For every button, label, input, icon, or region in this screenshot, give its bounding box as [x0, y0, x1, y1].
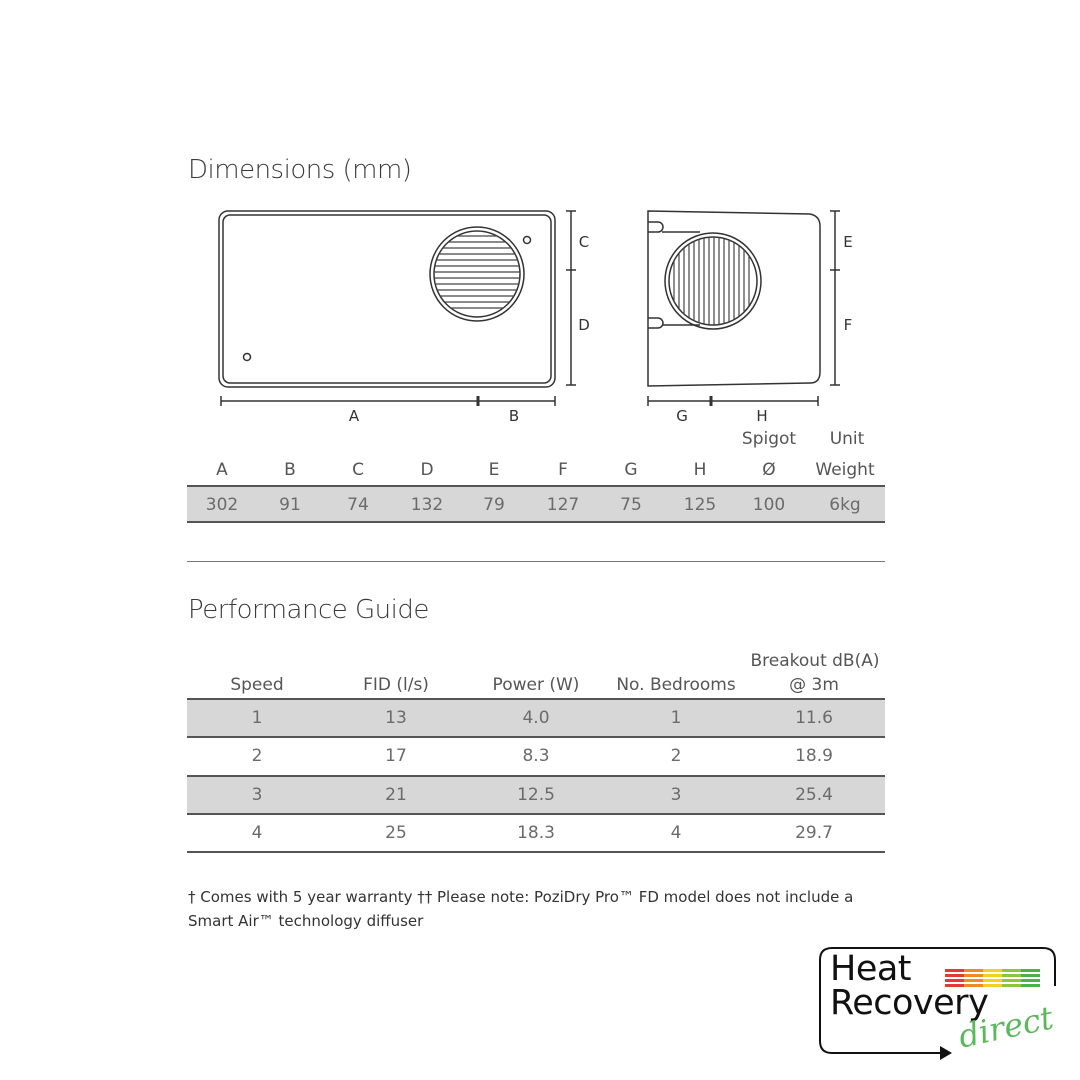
table-cell: 13 — [385, 708, 407, 728]
table-cell: 25 — [385, 822, 407, 843]
dimension-header: Weight — [815, 460, 875, 480]
logo-bar — [1002, 979, 1021, 982]
table-cell: 18.3 — [517, 822, 555, 843]
label-g: G — [676, 407, 688, 425]
logo-bar — [983, 979, 1002, 982]
dimensions-values-row — [187, 487, 885, 522]
performance-header: No. Bedrooms — [616, 675, 736, 695]
logo-bar — [1021, 979, 1040, 982]
table-cell: 2 — [670, 746, 682, 767]
logo-bar — [964, 969, 983, 972]
logo-bar — [983, 974, 1002, 977]
logo-heat: Heat — [830, 949, 912, 989]
grille-circle — [429, 226, 525, 322]
table-cell: 25.4 — [795, 784, 833, 805]
label-c: C — [579, 233, 589, 251]
label-e: E — [843, 233, 852, 251]
header-spigot: Spigot — [741, 429, 797, 449]
label-b: B — [509, 407, 519, 425]
logo-bar — [1002, 969, 1021, 972]
header-unit: Unit — [829, 429, 865, 449]
performance-header: Power (W) — [492, 675, 580, 695]
front-view-outline — [218, 210, 556, 388]
dimension-value: 125 — [683, 495, 717, 515]
logo-bar — [1002, 984, 1021, 987]
dimension-header: C — [352, 460, 364, 480]
dimension-header: H — [693, 460, 707, 480]
table-row — [187, 776, 885, 814]
dimension-value: 127 — [546, 495, 580, 515]
table-cell: 18.9 — [795, 746, 833, 767]
logo-bar — [983, 969, 1002, 972]
table-cell: 12.5 — [517, 784, 555, 805]
table-cell: 8.3 — [522, 746, 550, 767]
performance-header: @ 3m — [789, 675, 839, 695]
dimensions-title: Dimensions (mm) — [188, 155, 412, 185]
dimension-value: 74 — [347, 495, 369, 515]
screw-icon — [242, 352, 252, 362]
section-divider — [187, 561, 885, 562]
table-cell: 1 — [670, 708, 682, 728]
dimension-value: 79 — [483, 495, 505, 515]
dimensions-diagram: C D E F A B G H — [218, 210, 853, 425]
logo-bar — [945, 979, 964, 982]
dimension-value: 91 — [279, 495, 301, 515]
dimension-value: 75 — [620, 495, 642, 515]
logo-bar — [964, 979, 983, 982]
table-cell: 2 — [251, 746, 263, 767]
dimension-value: 100 — [752, 495, 786, 515]
dimension-value: 302 — [205, 495, 239, 515]
logo-bar — [945, 969, 964, 972]
footnote-line-1: † Comes with 5 year warranty †† Please n… — [188, 888, 854, 906]
logo-bar — [1021, 969, 1040, 972]
footnote-line-2: Smart Air™ technology diffuser — [188, 912, 424, 930]
footnote: † Comes with 5 year warranty †† Please n… — [188, 885, 888, 933]
table-cell: 1 — [251, 708, 263, 728]
logo-bar — [964, 974, 983, 977]
table-cell: 11.6 — [795, 708, 833, 728]
table-cell: 17 — [385, 746, 407, 767]
table-row — [187, 700, 885, 737]
performance-header: FID (l/s) — [363, 675, 429, 695]
logo-recovery: Recovery — [830, 983, 989, 1023]
dimension-value: 6kg — [829, 495, 861, 515]
table-cell: 3 — [670, 784, 682, 805]
dimension-header: Ø — [762, 460, 776, 480]
logo-bar — [1021, 984, 1040, 987]
table-cell: 4.0 — [522, 708, 550, 728]
label-h: H — [756, 407, 767, 425]
logo: Heat Recovery direct — [818, 946, 1068, 1060]
table-cell: 29.7 — [795, 822, 833, 843]
dimension-header: E — [488, 460, 500, 480]
label-f: F — [844, 316, 853, 334]
dimension-header: A — [216, 460, 228, 480]
dimension-header: F — [558, 460, 568, 480]
table-cell: 21 — [385, 784, 407, 805]
logo-bar — [1002, 974, 1021, 977]
label-a: A — [349, 407, 360, 425]
logo-bar — [964, 984, 983, 987]
logo-bar — [945, 974, 964, 977]
logo-bar — [983, 984, 1002, 987]
logo-bar — [1021, 974, 1040, 977]
label-d: D — [578, 316, 590, 334]
performance-title: Performance Guide — [188, 595, 429, 625]
dimension-header: B — [284, 460, 296, 480]
screw-icon — [522, 235, 532, 245]
table-cell: 4 — [670, 822, 682, 843]
dimension-value: 132 — [410, 495, 444, 515]
table-cell: 3 — [251, 784, 263, 805]
side-view-outline — [647, 210, 821, 387]
performance-header: Speed — [230, 675, 284, 695]
side-grille-circle — [664, 232, 762, 330]
dimension-header: G — [624, 460, 638, 480]
dimension-header: D — [420, 460, 434, 480]
header-breakout: Breakout dB(A) — [750, 651, 880, 671]
logo-bar — [945, 984, 964, 987]
table-cell: 4 — [251, 822, 263, 843]
